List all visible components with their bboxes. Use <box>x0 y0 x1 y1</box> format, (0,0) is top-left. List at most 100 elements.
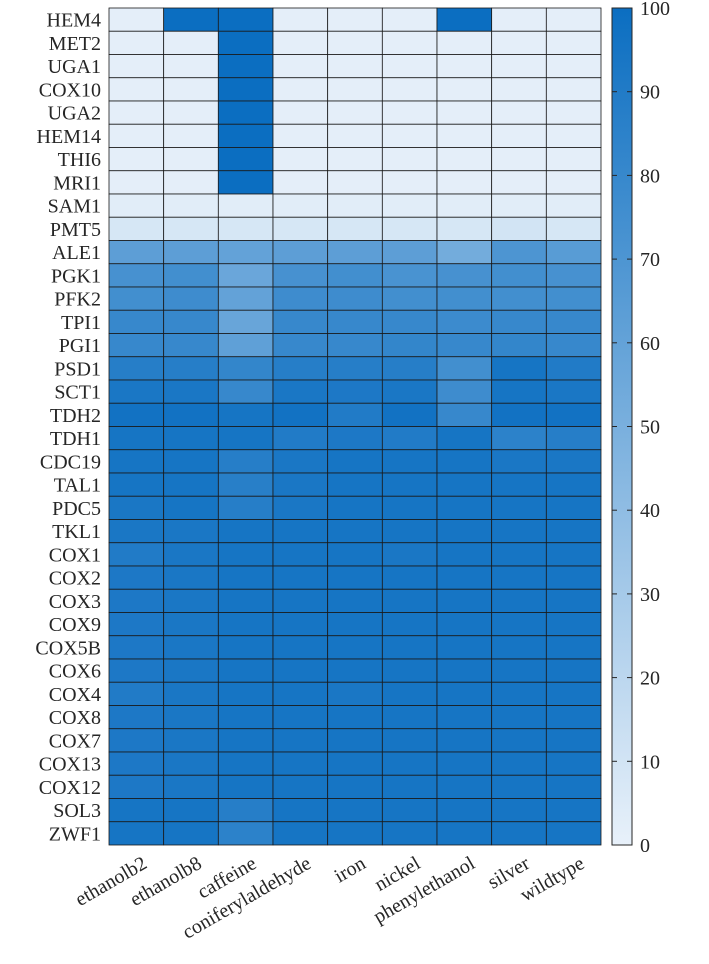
heatmap-cell <box>163 542 219 567</box>
heatmap-cell <box>436 54 493 79</box>
heatmap-cell <box>327 7 383 32</box>
heatmap-cell <box>108 379 165 404</box>
heatmap-cell <box>436 333 493 358</box>
heatmap-cell <box>108 449 165 474</box>
heatmap-cell <box>272 100 329 125</box>
heatmap-cell <box>327 147 383 172</box>
heatmap-cell <box>163 379 219 404</box>
heatmap-cell <box>163 356 219 381</box>
heatmap-cell <box>163 77 219 102</box>
heatmap-cell <box>108 705 165 730</box>
heatmap-cell <box>108 588 165 613</box>
heatmap-cell <box>436 612 493 637</box>
row-label: COX1 <box>49 544 101 566</box>
heatmap-cell <box>163 309 219 334</box>
row-label: COX8 <box>49 707 101 729</box>
heatmap-cell <box>381 123 438 148</box>
heatmap-cell <box>381 519 438 544</box>
heatmap-cell <box>108 240 165 265</box>
heatmap-cell <box>163 821 219 846</box>
heatmap-cell <box>491 612 547 637</box>
heatmap-cell <box>272 495 329 520</box>
heatmap-cell <box>545 565 602 590</box>
heatmap-cell <box>545 635 602 660</box>
heatmap-cell <box>163 681 219 706</box>
heatmap-cell <box>436 728 493 753</box>
row-label: HEM4 <box>47 10 101 32</box>
heatmap-cell <box>381 588 438 613</box>
heatmap-cell <box>436 774 493 799</box>
heatmap-cell <box>108 54 165 79</box>
heatmap-cell <box>272 612 329 637</box>
heatmap-cell <box>108 193 165 218</box>
heatmap-cell <box>327 612 383 637</box>
heatmap-cell <box>545 30 602 55</box>
heatmap-cell <box>545 495 602 520</box>
heatmap-cell <box>272 728 329 753</box>
heatmap-cell <box>217 30 274 55</box>
heatmap-cell <box>545 379 602 404</box>
heatmap-cell <box>436 30 493 55</box>
heatmap-cell <box>108 286 165 311</box>
heatmap-cell <box>436 123 493 148</box>
heatmap-cell <box>436 519 493 544</box>
heatmap-cell <box>491 565 547 590</box>
heatmap-cell <box>272 402 329 427</box>
heatmap-cell <box>108 263 165 288</box>
heatmap-cell <box>381 170 438 195</box>
row-label: TAL1 <box>54 475 101 497</box>
heatmap-cell <box>381 612 438 637</box>
heatmap-cell <box>381 402 438 427</box>
heatmap-cell <box>327 193 383 218</box>
heatmap-cell <box>217 379 274 404</box>
heatmap-cell <box>545 426 602 451</box>
heatmap-cell <box>436 263 493 288</box>
colorbar-tick-label: 30 <box>640 584 660 606</box>
row-label: COX5B <box>35 637 101 659</box>
heatmap-cell <box>381 798 438 823</box>
heatmap-cell <box>436 565 493 590</box>
heatmap-cell <box>163 635 219 660</box>
row-label: HEM14 <box>37 126 101 148</box>
heatmap-cell <box>272 309 329 334</box>
colorbar-tick-label: 60 <box>640 333 660 355</box>
row-labels: HEM4MET2UGA1COX10UGA2HEM14THI6MRI1SAM1PM… <box>35 10 101 846</box>
heatmap-cell <box>327 681 383 706</box>
heatmap-cell <box>327 495 383 520</box>
heatmap-cell <box>108 309 165 334</box>
row-label: PSD1 <box>54 358 101 380</box>
heatmap-cell <box>381 147 438 172</box>
heatmap-cell <box>491 263 547 288</box>
heatmap-cell <box>436 495 493 520</box>
heatmap-cell <box>545 123 602 148</box>
heatmap-cell <box>545 658 602 683</box>
heatmap-cell <box>327 100 383 125</box>
heatmap-cell <box>436 449 493 474</box>
heatmap-cell <box>381 495 438 520</box>
colorbar-tick-label: 80 <box>640 165 660 187</box>
heatmap-cell <box>327 798 383 823</box>
heatmap-cell <box>217 472 274 497</box>
row-label: SOL3 <box>53 800 101 822</box>
heatmap-cell <box>272 356 329 381</box>
heatmap-cell <box>327 658 383 683</box>
heatmap-cell <box>108 333 165 358</box>
heatmap-cell <box>327 402 383 427</box>
heatmap-cell <box>545 170 602 195</box>
heatmap-cell <box>217 100 274 125</box>
heatmap-cell <box>272 426 329 451</box>
heatmap-cell <box>217 798 274 823</box>
heatmap-cell <box>108 542 165 567</box>
heatmap-cell <box>545 519 602 544</box>
heatmap-cell <box>491 100 547 125</box>
heatmap-cell <box>217 588 274 613</box>
heatmap-cell <box>545 100 602 125</box>
heatmap-cell <box>327 30 383 55</box>
heatmap-cell <box>436 588 493 613</box>
heatmap-cell <box>217 565 274 590</box>
row-label: TPI1 <box>61 312 101 334</box>
heatmap-cell <box>327 170 383 195</box>
row-label: UGA2 <box>48 103 101 125</box>
heatmap-cell <box>217 77 274 102</box>
heatmap-cell <box>491 426 547 451</box>
